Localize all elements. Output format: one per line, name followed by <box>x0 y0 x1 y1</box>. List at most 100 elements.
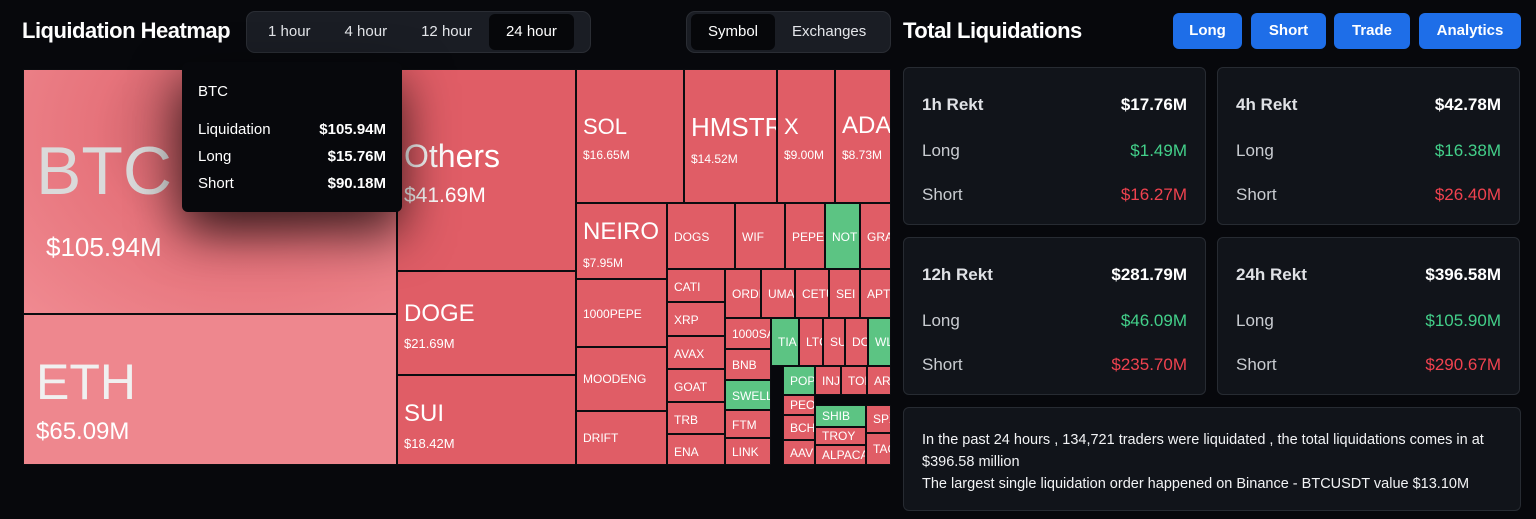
tab-symbol[interactable]: Symbol <box>691 14 776 50</box>
tile-dot[interactable]: DOT <box>845 318 868 366</box>
tile-others[interactable]: Others $41.69M <box>397 69 576 271</box>
trade-button[interactable]: Trade <box>1334 13 1410 49</box>
tile-sui[interactable]: SUI <box>823 318 845 366</box>
tile-symbol: ALPACA <box>822 448 866 462</box>
tile-symbol: SHIB <box>822 409 851 423</box>
tooltip-long-row: Long $15.76M <box>198 148 386 165</box>
liquidation-heatmap: BTC $105.94M ETH $65.09M Others $41.69M DOGE $2… <box>23 69 891 465</box>
tile-cati[interactable]: CATI <box>667 269 725 302</box>
tile-sol[interactable]: SOL $16.65M <box>576 69 684 203</box>
long-button[interactable]: Long <box>1173 13 1242 49</box>
tile-aave[interactable]: AAVE <box>783 440 815 465</box>
tile-apt[interactable]: APT <box>860 269 891 318</box>
tile-symbol: GRASS <box>867 230 890 244</box>
short-label: Short <box>922 185 963 204</box>
tile-alpaca[interactable]: ALPACA <box>815 445 866 465</box>
tile-ada[interactable]: ADA $8.73M <box>835 69 891 203</box>
tile-symbol: UMA <box>768 287 795 301</box>
tile-bch[interactable]: BCH <box>783 415 815 440</box>
tile-value: $105.94M <box>46 232 162 262</box>
tile-symbol: DOT <box>852 335 867 349</box>
analytics-button[interactable]: Analytics <box>1419 13 1521 49</box>
tile-goat[interactable]: GOAT <box>667 369 725 402</box>
rekt-card-12h: 12h Rekt $281.79M Long $46.09M Short $235.7… <box>903 237 1206 395</box>
tile-tia[interactable]: TIA <box>771 318 799 366</box>
tile-symbol: SPX <box>873 412 890 426</box>
tile-drift[interactable]: DRIFT <box>576 411 667 465</box>
tile-symbol: XRP <box>674 313 699 327</box>
tile-eth[interactable]: ETH $65.09M <box>23 314 397 465</box>
tile-sei[interactable]: SEI <box>829 269 860 318</box>
tile-people[interactable]: PEOPLE <box>783 395 815 415</box>
tile-wld[interactable]: WLD <box>868 318 891 366</box>
tile-symbol: WLD <box>875 335 890 349</box>
card-total: $42.78M <box>1434 95 1501 114</box>
tile-1000sats[interactable]: 1000SATS <box>725 318 771 349</box>
tile-symbol: DOGS <box>674 230 710 244</box>
tile-trb[interactable]: TRB <box>667 402 725 434</box>
tile-not[interactable]: NOT <box>825 203 860 269</box>
tile-symbol: POPCAT <box>790 374 815 388</box>
tile-symbol: LINK <box>732 445 759 459</box>
tab-4-hour[interactable]: 4 hour <box>344 23 388 40</box>
tile-pepe[interactable]: PEPE <box>785 203 825 269</box>
tooltip-label: Liquidation <box>198 121 271 138</box>
tile-ena[interactable]: ENA <box>667 434 725 465</box>
tile-tao[interactable]: TAO <box>866 433 891 465</box>
tile-1000pepe[interactable]: 1000PEPE <box>576 279 667 347</box>
tile-symbol: TAO <box>873 442 890 456</box>
short-label: Short <box>922 355 963 374</box>
short-button[interactable]: Short <box>1251 13 1326 49</box>
tooltip-liquidation-row: Liquidation $105.94M <box>198 121 386 138</box>
tile-wif[interactable]: WIF <box>735 203 785 269</box>
tile-ftm[interactable]: FTM <box>725 410 771 438</box>
tooltip-value: $105.94M <box>319 121 386 138</box>
tile-xrp[interactable]: XRP <box>667 302 725 336</box>
tile-dogs[interactable]: DOGS <box>667 203 735 269</box>
tile-grass[interactable]: GRASS <box>860 203 891 269</box>
tile-doge[interactable]: DOGE $21.69M <box>397 271 576 375</box>
tab-exchanges[interactable]: Exchanges <box>792 23 867 40</box>
heatmap-title: Liquidation Heatmap <box>22 18 231 43</box>
tile-swell[interactable]: SWELL <box>725 380 771 410</box>
tile-symbol: SEI <box>836 287 856 301</box>
tile-symbol: LTC <box>806 335 822 349</box>
tab-24-hour[interactable]: 24 hour <box>488 14 574 50</box>
tile-troy[interactable]: TROY <box>815 427 866 445</box>
long-value: $105.90M <box>1425 311 1501 330</box>
tile-avax[interactable]: AVAX <box>667 336 725 369</box>
tile-inj[interactable]: INJ <box>815 366 841 395</box>
tile-symbol: BNB <box>732 358 757 372</box>
tile-symbol: TRB <box>674 413 698 427</box>
rekt-card-24h: 24h Rekt $396.58M Long $105.90M Short $290.… <box>1217 237 1520 395</box>
tile-popcat[interactable]: POPCAT <box>783 366 815 395</box>
tile-symbol: X <box>784 114 799 139</box>
tab-12-hour[interactable]: 12 hour <box>421 23 472 40</box>
tile-ton[interactable]: TON <box>841 366 867 395</box>
tile-spx[interactable]: SPX <box>866 405 891 433</box>
tooltip-label: Short <box>198 175 234 192</box>
tile-moodeng[interactable]: MOODENG <box>576 347 667 411</box>
tile-neiro[interactable]: NEIRO $7.95M <box>576 203 667 279</box>
tooltip-symbol: BTC <box>198 83 228 100</box>
tile-sui[interactable]: SUI $18.42M <box>397 375 576 465</box>
tile-shib[interactable]: SHIB <box>815 405 866 427</box>
tile-ltc[interactable]: LTC <box>799 318 823 366</box>
tile-symbol: FTM <box>732 418 757 432</box>
tile-symbol: 1000PEPE <box>583 307 642 321</box>
tile-x[interactable]: X $9.00M <box>777 69 835 203</box>
view-tabs: Symbol Exchanges <box>686 11 891 53</box>
tab-1-hour[interactable]: 1 hour <box>268 23 311 40</box>
tooltip-label: Long <box>198 148 232 165</box>
long-label: Long <box>922 141 960 160</box>
long-value: $46.09M <box>1120 311 1187 330</box>
tile-hmstr[interactable]: HMSTR $14.52M <box>684 69 777 203</box>
tile-ordi[interactable]: ORDI <box>725 269 761 318</box>
tile-link[interactable]: LINK <box>725 438 771 465</box>
tile-uma[interactable]: UMA <box>761 269 795 318</box>
total-liquidations-title: Total Liquidations <box>903 18 1082 43</box>
tile-arb[interactable]: ARB <box>867 366 891 395</box>
rekt-card-4h: 4h Rekt $42.78M Long $16.38M Short $26.40M <box>1217 67 1520 225</box>
tile-cetus[interactable]: CETUS <box>795 269 829 318</box>
tile-bnb[interactable]: BNB <box>725 349 771 380</box>
